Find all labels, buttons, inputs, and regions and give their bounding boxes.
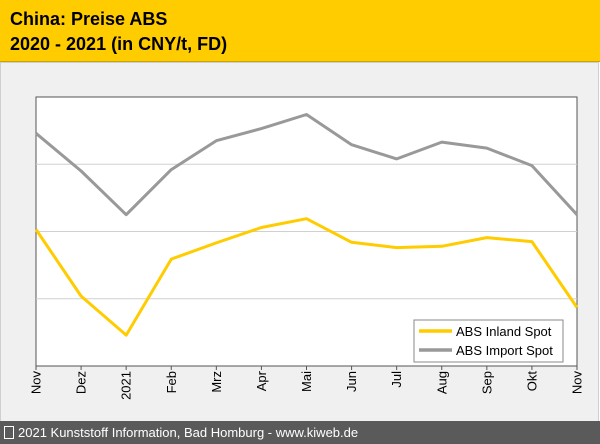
legend-label-inland: ABS Inland Spot <box>456 324 552 339</box>
series-line-abs-inland-spot <box>34 217 579 337</box>
legend: ABS Inland Spot ABS Import Spot <box>413 319 564 363</box>
x-tick-label: Mai <box>299 371 314 392</box>
legend-box <box>413 319 564 363</box>
x-tick-label: Feb <box>164 371 179 393</box>
footer-copyright: 2021 Kunststoff Information, Bad Homburg… <box>18 425 359 440</box>
chart-title-line1: China: Preise ABS <box>10 9 168 29</box>
x-axis-ticks: Nov Dez 2021 Feb Mrz Apr Mai Jun Jul Aug Sep Okt Nov <box>29 366 585 400</box>
x-tick-label: Okt <box>524 371 539 392</box>
x-tick-label: Aug <box>434 371 449 394</box>
x-tick-label: Apr <box>254 370 269 391</box>
x-tick-label: Jun <box>344 371 359 392</box>
x-tick-label: Mrz <box>209 371 224 393</box>
series-line-abs-import-spot <box>35 113 579 217</box>
x-tick-label: 2021 <box>119 371 134 400</box>
x-tick-label: Jul <box>389 371 404 388</box>
x-tick-label: Nov <box>570 371 585 395</box>
info-box-icon <box>4 426 14 439</box>
x-tick-label: Nov <box>29 371 44 395</box>
series-lines <box>34 113 579 337</box>
chart-svg: Nov Dez 2021 Feb Mrz Apr Mai Jun Jul Aug Sep Okt Nov… <box>29 96 585 400</box>
grid-lines <box>36 163 577 300</box>
x-tick-label: Sep <box>479 371 494 394</box>
x-tick-label: Dez <box>74 371 89 394</box>
chart-title-line2: 2020 - 2021 (in CNY/t, FD) <box>10 34 228 54</box>
footer-bar: 2021 Kunststoff Information, Bad Homburg… <box>0 421 600 444</box>
legend-label-import: ABS Import Spot <box>456 343 553 358</box>
header-bar: China: Preise ABS 2020 - 2021 (in CNY/t,… <box>0 0 600 62</box>
